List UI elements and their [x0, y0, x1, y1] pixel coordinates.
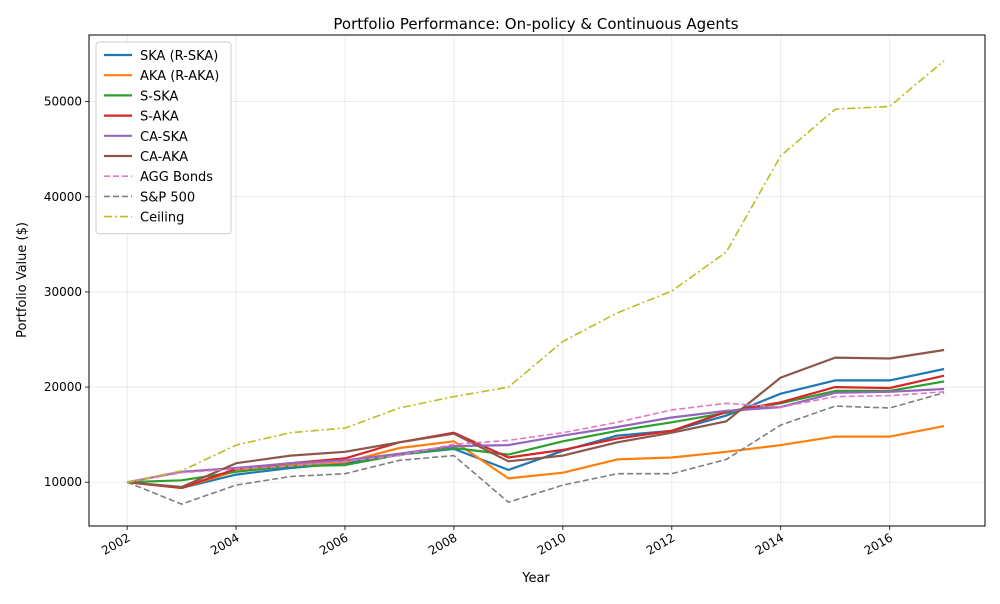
series-line-7 — [126, 392, 945, 505]
legend: SKA (R-SKA) AKA (R-AKA) S-SKA S-AKA CA-SKA CA… — [95, 41, 232, 235]
legend-label-2: S-SKA — [140, 89, 178, 104]
legend-label-6: AGG Bonds — [140, 170, 213, 185]
series-line-4 — [126, 387, 945, 484]
series-line-0 — [126, 367, 945, 489]
axes-frame — [88, 34, 986, 527]
chart-title: Portfolio Performance: On-policy & Conti… — [333, 15, 738, 33]
y-tick-label: 50000 — [44, 95, 82, 109]
legend-label-5: CA-AKA — [140, 150, 188, 165]
series-line-5 — [127, 348, 945, 489]
series-line-8 — [126, 60, 945, 483]
legend-label-4: CA-SKA — [140, 130, 188, 145]
x-axis-label: Year — [521, 571, 550, 586]
y-tick-label: 10000 — [44, 475, 82, 489]
legend-label-0: SKA (R-SKA) — [140, 49, 218, 64]
legend-label-1: AKA (R-AKA) — [140, 69, 219, 84]
y-tick-label: 20000 — [44, 380, 82, 394]
legend-label-3: S-AKA — [140, 110, 179, 125]
y-axis-label: Portfolio Value ($) — [15, 222, 30, 338]
y-axis: 10000 20000 30000 40000 50000 — [44, 95, 89, 489]
series-line-2 — [127, 380, 945, 484]
y-tick-label: 30000 — [44, 285, 82, 299]
legend-box — [95, 41, 232, 235]
series-line-6 — [126, 391, 945, 483]
legend-label-8: Ceiling — [140, 211, 184, 226]
y-tick-label: 40000 — [44, 190, 82, 204]
series-layer — [126, 60, 945, 505]
legend-label-7: S&P 500 — [140, 190, 195, 205]
